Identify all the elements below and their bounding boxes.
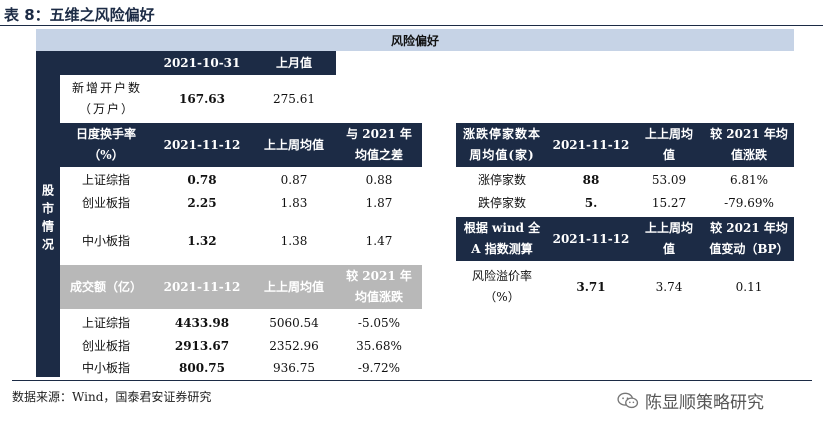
volume-row-name: 上证综指 xyxy=(60,313,152,333)
volume-row-diff: -9.72% xyxy=(336,358,422,378)
source-note: 数据来源：Wind，国泰君安证券研究 xyxy=(12,390,212,404)
title-divider xyxy=(0,25,823,26)
premium-header-avg: 上上周均值 xyxy=(634,217,704,261)
turnover-header-date: 2021-11-12 xyxy=(152,123,252,167)
volume-row-value: 4433.98 xyxy=(152,313,252,333)
volume-header-date: 2021-11-12 xyxy=(152,265,252,309)
turnover-row-diff: 0.88 xyxy=(336,169,422,191)
limits-row-diff: 6.81% xyxy=(704,169,794,191)
limits-row-avg: 53.09 xyxy=(634,169,704,191)
premium-header-date: 2021-11-12 xyxy=(548,217,634,261)
table-title: 表 8：五维之风险偏好 xyxy=(4,6,155,24)
limits-row-avg: 15.27 xyxy=(634,192,704,214)
premium-header-diff: 较 2021 年均值变动（BP） xyxy=(704,217,794,261)
volume-row-name: 创业板指 xyxy=(60,336,152,356)
volume-row-diff: -5.05% xyxy=(336,313,422,333)
premium-header-label: 根据 wind 全 A 指数测算 xyxy=(456,217,548,261)
turnover-row-avg: 1.83 xyxy=(252,192,336,214)
account-row-label: 新增开户数（万户） xyxy=(68,77,146,121)
turnover-row-name: 上证综指 xyxy=(60,169,152,191)
premium-diff-value: 0.11 xyxy=(704,265,794,309)
account-header-blank xyxy=(60,51,152,75)
side-label: 股市情况 xyxy=(40,184,55,256)
side-strip xyxy=(36,51,60,377)
wechat-icon xyxy=(617,392,639,408)
limits-header-label: 涨跌停家数本周均值(家) xyxy=(456,123,548,167)
turnover-row-value: 1.32 xyxy=(152,219,252,263)
volume-row-avg: 5060.54 xyxy=(252,313,336,333)
volume-header-avg: 上上周均值 xyxy=(252,265,336,309)
turnover-header-label: 日度换手率（%） xyxy=(60,123,152,167)
account-value: 167.63 xyxy=(152,77,252,121)
limits-header-date: 2021-11-12 xyxy=(548,123,634,167)
volume-header-label: 成交额（亿） xyxy=(60,265,152,309)
turnover-row-diff: 1.47 xyxy=(336,219,422,263)
turnover-row-avg: 1.38 xyxy=(252,219,336,263)
turnover-row-avg: 0.87 xyxy=(252,169,336,191)
turnover-header-avg: 上上周均值 xyxy=(252,123,336,167)
turnover-row-value: 2.25 xyxy=(152,192,252,214)
watermark-text: 陈显顺策略研究 xyxy=(645,393,764,413)
volume-row-value: 2913.67 xyxy=(152,336,252,356)
account-prev-value: 275.61 xyxy=(252,77,336,121)
turnover-row-diff: 1.87 xyxy=(336,192,422,214)
premium-avg-value: 3.74 xyxy=(634,265,704,309)
limits-row-value: 88 xyxy=(548,169,634,191)
volume-row-diff: 35.68% xyxy=(336,336,422,356)
turnover-row-value: 0.78 xyxy=(152,169,252,191)
premium-value: 3.71 xyxy=(548,265,634,309)
volume-header-diff: 较 2021 年均值涨跌 xyxy=(336,265,422,309)
volume-row-avg: 2352.96 xyxy=(252,336,336,356)
limits-row-name: 跌停家数 xyxy=(456,192,548,214)
turnover-header-diff: 与 2021 年均值之差 xyxy=(336,123,422,167)
turnover-row-name: 创业板指 xyxy=(60,192,152,214)
account-header-prev: 上月值 xyxy=(252,51,336,75)
limits-row-name: 涨停家数 xyxy=(456,169,548,191)
footer-divider xyxy=(12,380,812,381)
limits-row-value: 5. xyxy=(548,192,634,214)
volume-row-name: 中小板指 xyxy=(60,358,152,378)
turnover-row-name: 中小板指 xyxy=(60,219,152,263)
volume-row-value: 800.75 xyxy=(152,358,252,378)
account-header-date: 2021-10-31 xyxy=(152,51,252,75)
limits-row-diff: -79.69% xyxy=(704,192,794,214)
limits-header-avg: 上上周均值 xyxy=(634,123,704,167)
limits-header-diff: 较 2021 年均值涨跌 xyxy=(704,123,794,167)
premium-row-label: 风险溢价率（%） xyxy=(460,265,544,309)
section-band: 风险偏好 xyxy=(36,29,794,51)
watermark: 陈显顺策略研究 xyxy=(617,388,764,413)
volume-row-avg: 936.75 xyxy=(252,358,336,378)
